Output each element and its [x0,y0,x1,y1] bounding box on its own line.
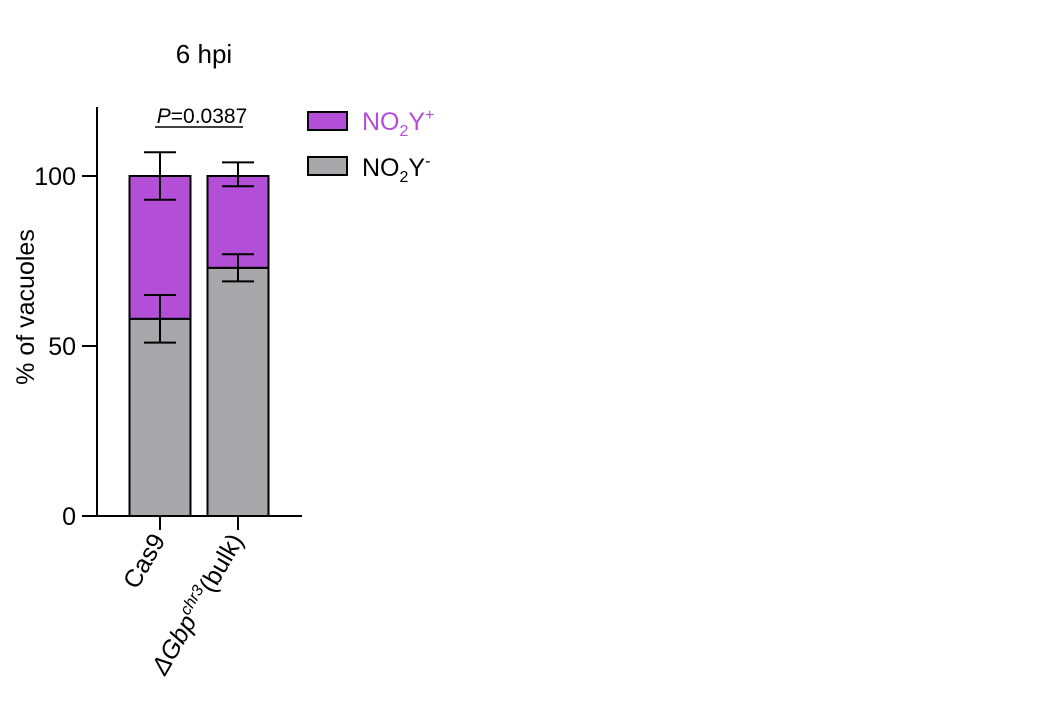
legend: NO2Y+ NO2Y- [307,107,434,186]
chart-title: 6 hpi [176,39,232,69]
category-label-suffix: (bulk) [194,529,250,597]
y-tick-label-100: 100 [34,163,76,191]
y-tick-label-0: 0 [62,503,76,531]
bar-negative-1 [206,266,270,517]
bar-negative-0 [128,317,192,517]
p-value-annotation: P=0.0387 [155,105,247,128]
legend-label-negative: NO2Y- [362,153,430,186]
p-value-prefix: P [157,105,171,128]
legend-swatch-positive [307,111,348,131]
legend-swatch-negative [307,156,348,176]
p-value-text: =0.0387 [171,105,248,128]
category-label-cas9: Cas9 [118,529,171,594]
legend-label-positive: NO2Y+ [362,107,434,140]
svg-text:P=0.0387: P=0.0387 [157,105,248,128]
y-tick-label-50: 50 [48,333,76,361]
y-axis-label: % of vacuoles [12,229,40,385]
